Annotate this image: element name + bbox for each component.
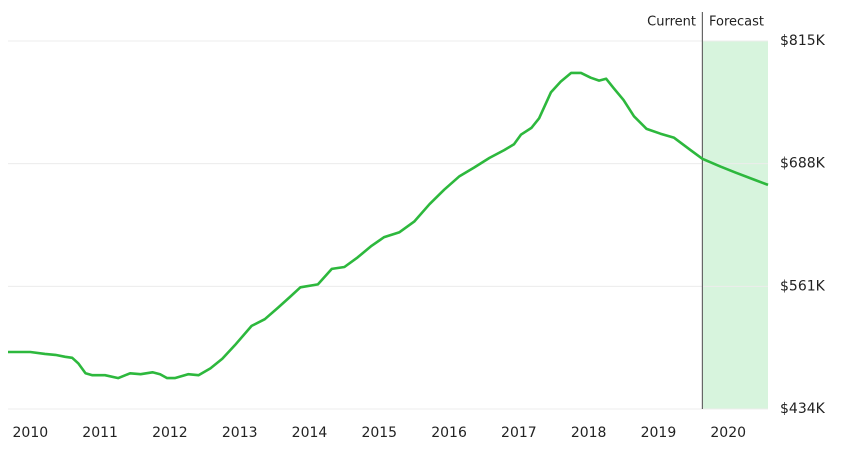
x-tick-label: 2011 — [82, 425, 118, 441]
price-line — [8, 71, 769, 380]
y-tick-label: $561K — [780, 278, 826, 294]
x-tick-label: 2012 — [152, 425, 188, 441]
x-tick-label: 2017 — [501, 425, 537, 441]
x-tick-label: 2016 — [431, 425, 467, 441]
x-tick-label: 2014 — [292, 425, 328, 441]
x-tick-label: 2018 — [571, 425, 607, 441]
x-tick-label: 2013 — [222, 425, 258, 441]
y-tick-label: $688K — [780, 156, 826, 172]
x-tick-label: 2010 — [13, 425, 49, 441]
x-tick-label: 2019 — [641, 425, 677, 441]
current-label: Current — [647, 15, 696, 30]
x-tick-label: 2015 — [361, 425, 397, 441]
forecast-band — [702, 41, 768, 409]
y-tick-label: $815K — [780, 33, 826, 49]
forecast-label: Forecast — [709, 15, 764, 30]
y-tick-label: $434K — [780, 401, 826, 417]
x-tick-label: 2020 — [710, 425, 746, 441]
